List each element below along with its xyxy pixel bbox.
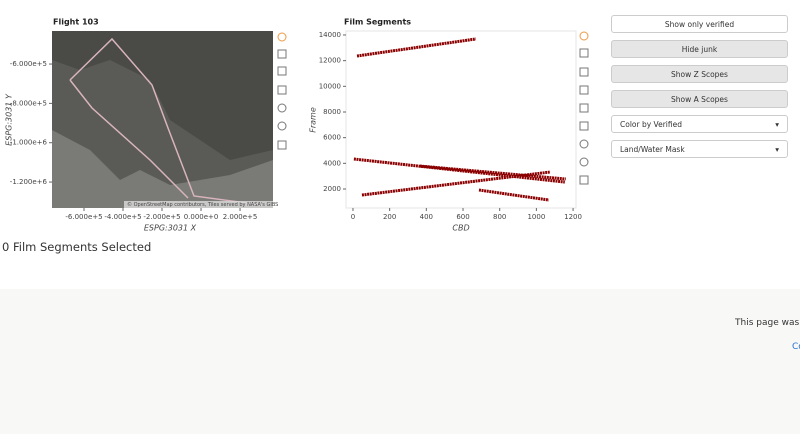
y-tick-label: 14000 [319, 31, 341, 39]
select[interactable]: Color by Verified ▾ [611, 115, 788, 133]
film-segment [356, 37, 477, 58]
footer: This page was g Co [0, 289, 800, 434]
tool-hover[interactable] [579, 175, 589, 185]
film-segment [353, 157, 565, 184]
toolbar [277, 31, 589, 185]
x-tick-label: 400 [420, 213, 433, 221]
film-segment [478, 188, 550, 202]
x-tick-label: 600 [456, 213, 469, 221]
x-tick-label: 0.000e+0 [184, 213, 219, 221]
x-tick-label: 1000 [527, 213, 545, 221]
x-tick-label: 2.000e+5 [223, 213, 258, 221]
x-tick-label: 1200 [564, 213, 582, 221]
tool-lasso[interactable] [579, 67, 589, 77]
tool-select[interactable] [277, 85, 287, 95]
x-axis-label: CBD [452, 224, 469, 233]
flight-path [69, 37, 263, 206]
tool-box[interactable] [579, 103, 589, 113]
logo[interactable] [277, 32, 287, 42]
y-axis-label: ESPG:3031 Y [5, 93, 14, 146]
y-tick-label: 12000 [319, 57, 341, 65]
footer-text: This page was g [735, 318, 800, 328]
y-tick-label: -1.000e+6 [10, 139, 48, 147]
flight-path [69, 79, 189, 199]
tool-zoom[interactable] [579, 85, 589, 95]
attribution-box [124, 201, 273, 208]
status: 0 Film Segments Selected [2, 240, 152, 254]
y-tick-label: -8.000e+5 [10, 99, 47, 107]
tool-pan[interactable] [277, 49, 287, 59]
y-tick-label: -1.200e+6 [10, 178, 48, 186]
x-tick-label: -2.000e+5 [143, 213, 180, 221]
y-tick-label: 2000 [323, 185, 341, 193]
tool-reset[interactable] [579, 157, 589, 167]
select-label: Land/Water Mask [620, 144, 685, 154]
x-tick-label: -6.000e+5 [65, 213, 102, 221]
select[interactable]: Land/Water Mask ▾ [611, 140, 788, 158]
button[interactable]: Show only verified [611, 15, 788, 33]
y-tick-label: 10000 [319, 82, 341, 90]
select-label: Color by Verified [620, 119, 682, 129]
button[interactable]: Show A Scopes [611, 90, 788, 108]
logo[interactable] [579, 31, 589, 41]
arrow: ▾ [775, 144, 779, 154]
y-tick-label: -6.000e+5 [10, 60, 47, 68]
x-tick-label: 800 [493, 213, 506, 221]
segments-title: Film Segments [344, 18, 411, 27]
plots: Flight 103 © OpenStreetMap contributors,… [5, 18, 589, 233]
button[interactable]: Hide junk [611, 40, 788, 58]
map-ocean [52, 31, 273, 160]
tool-hover[interactable] [277, 140, 287, 150]
button[interactable]: Show Z Scopes [611, 65, 788, 83]
map-title: Flight 103 [53, 18, 99, 27]
tool-wheel[interactable] [277, 103, 287, 113]
x-axis-label: ESPG:3031 X [144, 224, 197, 233]
x-tick-label: -4.000e+5 [104, 213, 141, 221]
attribution: © OpenStreetMap contributors, Tiles serv… [127, 201, 278, 208]
tool-zoom[interactable] [277, 66, 287, 76]
y-tick-label: 4000 [323, 159, 341, 167]
tool-select[interactable] [579, 121, 589, 131]
film-segment [419, 164, 566, 181]
tool-reset[interactable] [277, 121, 287, 131]
x-tick-label: 0 [351, 213, 355, 221]
x-tick-label: 200 [383, 213, 396, 221]
map-ice [52, 130, 273, 208]
y-tick-label: 8000 [323, 108, 341, 116]
tool-wheel[interactable] [579, 139, 589, 149]
arrow: ▾ [775, 119, 779, 129]
tool-pan[interactable] [579, 48, 589, 58]
footer-link[interactable]: Co [792, 342, 800, 352]
y-axis-label: Frame [309, 107, 318, 133]
y-tick-label: 6000 [323, 134, 341, 142]
